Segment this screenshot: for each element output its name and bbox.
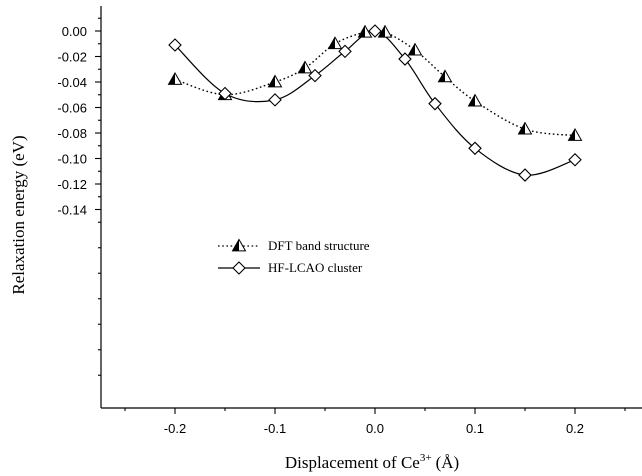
data-point-dft (297, 60, 313, 74)
y-tick-label: -0.04 (57, 75, 87, 90)
x-axis-title-unit: (Å) (436, 453, 460, 472)
x-tick-label: 0.2 (566, 421, 584, 436)
x-tick-label: 0.1 (466, 421, 484, 436)
y-axis-title: Relaxation energy (eV) (9, 135, 28, 294)
data-point-dft (267, 74, 283, 88)
data-point-dft (167, 71, 183, 85)
legend-triangle-marker (231, 238, 247, 252)
series-line-hf (174, 30, 576, 176)
data-point-hf (518, 168, 532, 182)
data-point-dft (407, 42, 423, 56)
data-point-hf (338, 44, 352, 59)
x-tick-label: -0.1 (264, 421, 286, 436)
legend-label-hf: HF-LCAO cluster (268, 260, 363, 275)
x-tick-label: 0.0 (366, 421, 384, 436)
y-tick-label: 0.00 (62, 24, 87, 39)
series-lines (174, 29, 576, 176)
y-tick-label: -0.02 (57, 50, 87, 65)
data-point-hf (218, 86, 232, 101)
legend-diamond-marker (232, 261, 246, 275)
data-point-dft (437, 69, 453, 83)
data-point-dft (517, 121, 533, 135)
data-point-dft (567, 128, 583, 141)
x-axis-title-superscript: 3+ (420, 452, 432, 464)
data-point-hf (308, 68, 322, 83)
data-point-hf (268, 93, 282, 107)
data-point-hf (168, 38, 182, 52)
y-tick-label: -0.08 (57, 126, 87, 141)
plot-area: 0.00 -0.02 -0.04 -0.06 -0.08 -0.10 -0.12 -0.14 -… (57, 6, 642, 436)
series-markers (167, 24, 583, 182)
data-point-hf (368, 24, 382, 38)
x-axis-title-main: Displacement of Ce (285, 453, 420, 472)
data-point-dft (377, 24, 393, 38)
x-tick-label: -0.2 (164, 421, 186, 436)
data-point-hf (428, 96, 442, 111)
x-axis-title: Displacement of Ce3+ (Å) (285, 452, 459, 472)
axis-ticks (95, 17, 626, 414)
data-point-dft (467, 93, 483, 107)
y-tick-label: -0.06 (57, 101, 87, 116)
data-point-hf (468, 141, 482, 156)
data-point-hf (568, 152, 582, 167)
data-point-hf (398, 52, 412, 66)
y-tick-label: -0.12 (57, 177, 87, 192)
axis-tick-labels: 0.00 -0.02 -0.04 -0.06 -0.08 -0.10 -0.12 -0.14 -… (57, 24, 584, 436)
data-point-dft (327, 36, 343, 50)
legend-marker-dft (231, 238, 247, 252)
data-point-dft (357, 24, 373, 38)
legend-marker-hf (232, 261, 246, 275)
y-tick-label: -0.10 (57, 152, 87, 167)
legend-item-hf: HF-LCAO cluster (218, 260, 363, 275)
series-line-dft (174, 29, 576, 137)
y-tick-label: -0.14 (57, 203, 87, 218)
legend-label-dft: DFT band structure (268, 238, 370, 253)
legend-item-dft: DFT band structure (218, 238, 370, 253)
legend: DFT band structure HF-LCAO cluster (218, 238, 370, 275)
